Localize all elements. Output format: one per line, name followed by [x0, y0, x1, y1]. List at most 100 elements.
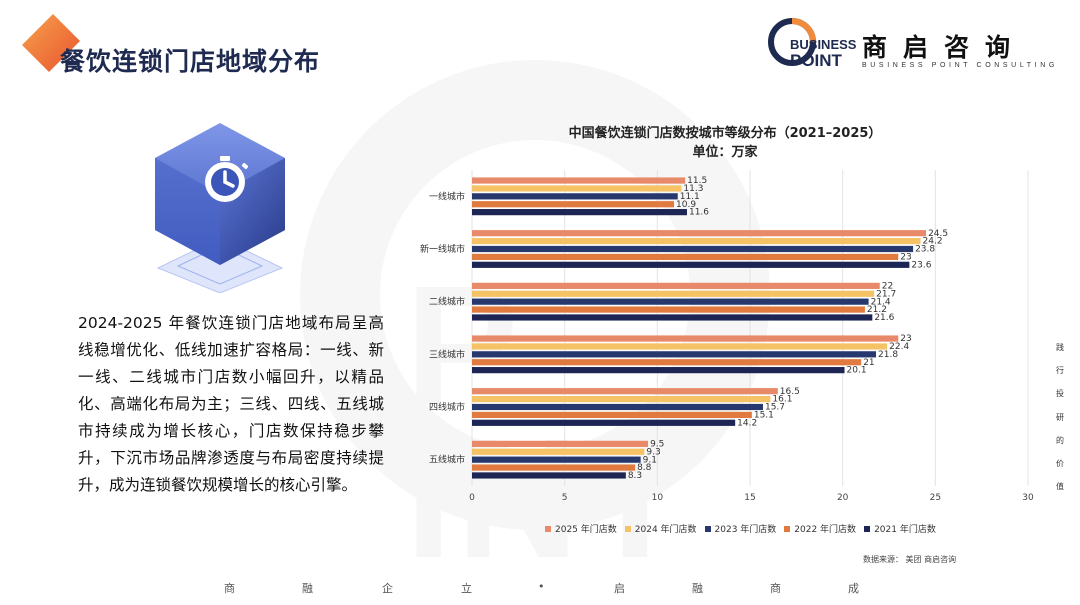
x-tick-label: 15 [744, 493, 755, 503]
bar [472, 456, 641, 463]
bar [472, 472, 626, 479]
footer-slogan: 商 融 企 立 • 启 融 商 成 [0, 580, 1080, 598]
side-slogan-char: 行 [1056, 366, 1064, 376]
bar [472, 193, 678, 200]
data-label: 24.5 [928, 229, 948, 239]
bar [472, 290, 875, 297]
logo-subtitle: BUSINESS POINT CONSULTING [862, 62, 1058, 69]
bar [472, 351, 877, 358]
company-logo: BUSINESS POINT 商启咨询 BUSINESS POINT CONSU… [760, 12, 1070, 74]
x-tick-label: 30 [1022, 493, 1034, 503]
footer-char: 融 [302, 582, 313, 595]
page-title: 餐饮连锁门店地域分布 [60, 47, 321, 76]
legend-label: 2023 年门店数 [714, 525, 777, 535]
x-tick-label: 20 [837, 493, 849, 503]
data-label: 11.5 [687, 176, 707, 186]
data-label: 21.4 [871, 297, 891, 307]
category-label: 新一线城市 [420, 243, 465, 255]
bar [472, 306, 865, 313]
legend-swatch [545, 525, 551, 532]
bar [472, 411, 752, 418]
legend-label: 2022 年门店数 [794, 525, 857, 535]
description-text: 2024-2025 年餐饮连锁门店地域布局呈高线稳增优化、低线加速扩容格局：一线… [78, 314, 384, 494]
data-label: 9.1 [643, 455, 657, 465]
side-slogan-char: 投 [1056, 389, 1064, 399]
legend-item: 2025 年门店数 [545, 522, 617, 535]
data-label: 9.3 [646, 447, 660, 457]
category-label: 二线城市 [429, 296, 465, 308]
bar [472, 419, 736, 426]
x-tick-label: 0 [469, 493, 475, 503]
data-label: 9.5 [650, 439, 664, 449]
bar [472, 335, 899, 342]
side-slogan-char: 践 [1056, 343, 1064, 352]
data-label: 23 [900, 253, 911, 263]
side-slogan-char: 值 [1056, 482, 1064, 492]
bar [472, 464, 636, 471]
legend-swatch [624, 525, 631, 532]
data-label: 8.3 [628, 471, 642, 481]
legend-label: 2024 年门店数 [634, 525, 697, 535]
footer-char: 成 [848, 582, 859, 595]
bar-chart: 中国餐饮连锁门店数按城市等级分布（2021–2025） 单位：万家 0 5 10 15… [405, 112, 1045, 572]
data-label: 10.9 [676, 200, 696, 210]
bar [472, 448, 645, 455]
category-label: 四线城市 [429, 401, 465, 413]
category-label: 三线城市 [429, 348, 465, 360]
data-label: 8.8 [637, 463, 652, 473]
legend-label: 2021 年门店数 [874, 525, 936, 535]
side-slogan-char: 的 [1056, 435, 1064, 445]
bar [472, 388, 778, 395]
footer-char: 商 [224, 582, 235, 595]
bar [472, 245, 914, 253]
legend-item: 2022 年门店数 [784, 522, 856, 535]
bar [472, 253, 899, 260]
chart-title: 中国餐饮连锁门店数按城市等级分布（2021–2025） [568, 126, 882, 141]
x-tick-label: 5 [562, 493, 568, 503]
footer-char: 立 [461, 582, 472, 595]
data-label: 21.7 [876, 289, 896, 299]
side-slogan-char: 研 [1056, 412, 1064, 422]
data-label: 24.2 [923, 237, 943, 247]
logo-ring-icon [768, 18, 816, 66]
data-label: 22.4 [889, 342, 909, 352]
chart-subtitle: 单位：万家 [692, 145, 758, 160]
bar [472, 261, 910, 268]
bar [472, 209, 687, 216]
footer-char: • [538, 580, 545, 593]
data-label: 15.7 [765, 403, 785, 413]
data-label: 16.1 [772, 395, 792, 405]
legend-swatch [784, 525, 791, 532]
legend-item: 2024 年门店数 [624, 522, 697, 535]
data-label: 23.6 [911, 260, 931, 270]
data-label: 23 [900, 334, 911, 344]
data-label: 16.5 [780, 387, 800, 397]
bar [472, 359, 862, 366]
footer-char: 启 [614, 582, 625, 595]
bar [472, 403, 763, 411]
side-slogan-char: 价 [1056, 459, 1064, 469]
bar [472, 177, 686, 184]
data-label: 21 [863, 358, 874, 368]
bar [472, 238, 921, 245]
data-label: 21.6 [874, 313, 894, 323]
x-tick-label: 25 [930, 493, 941, 503]
data-label: 20.1 [847, 366, 867, 376]
title-decoration-icon [22, 14, 80, 72]
data-label: 22 [882, 281, 893, 291]
footer-char: 企 [382, 582, 393, 595]
x-tick-label: 10 [652, 493, 664, 503]
data-label: 21.2 [867, 305, 887, 315]
chart-legend: 2025 年门店数 2024 年门店数 2023 年门店数 2022 年门店数 2021… [545, 522, 936, 535]
data-label: 11.1 [680, 192, 700, 202]
legend-swatch [864, 525, 871, 532]
bar [472, 396, 771, 403]
legend-swatch [704, 525, 711, 532]
bar [472, 185, 682, 192]
legend-item: 2023 年门店数 [704, 522, 777, 535]
chart-plot: 0 5 10 15 20 25 30 一线城市 11.511.311.110.911.6 新一线城… [420, 170, 1034, 503]
data-label: 11.6 [689, 208, 709, 218]
bar [472, 314, 873, 321]
bar [472, 201, 675, 208]
bar [472, 367, 845, 374]
